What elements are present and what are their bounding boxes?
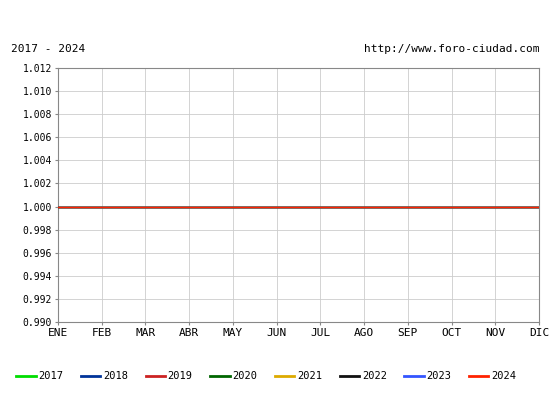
Text: 2019: 2019 xyxy=(168,371,192,381)
Text: 2023: 2023 xyxy=(426,371,452,381)
Text: 2024: 2024 xyxy=(491,371,516,381)
Text: 2020: 2020 xyxy=(233,371,257,381)
Text: Evolucion num de emigrantes en Nueva Villa de las Torres: Evolucion num de emigrantes en Nueva Vil… xyxy=(74,10,476,24)
Text: 2017: 2017 xyxy=(39,371,63,381)
Text: 2018: 2018 xyxy=(103,371,128,381)
Text: http://www.foro-ciudad.com: http://www.foro-ciudad.com xyxy=(364,44,539,54)
Text: 2021: 2021 xyxy=(297,371,322,381)
Text: 2017 - 2024: 2017 - 2024 xyxy=(11,44,85,54)
Text: 2022: 2022 xyxy=(362,371,387,381)
